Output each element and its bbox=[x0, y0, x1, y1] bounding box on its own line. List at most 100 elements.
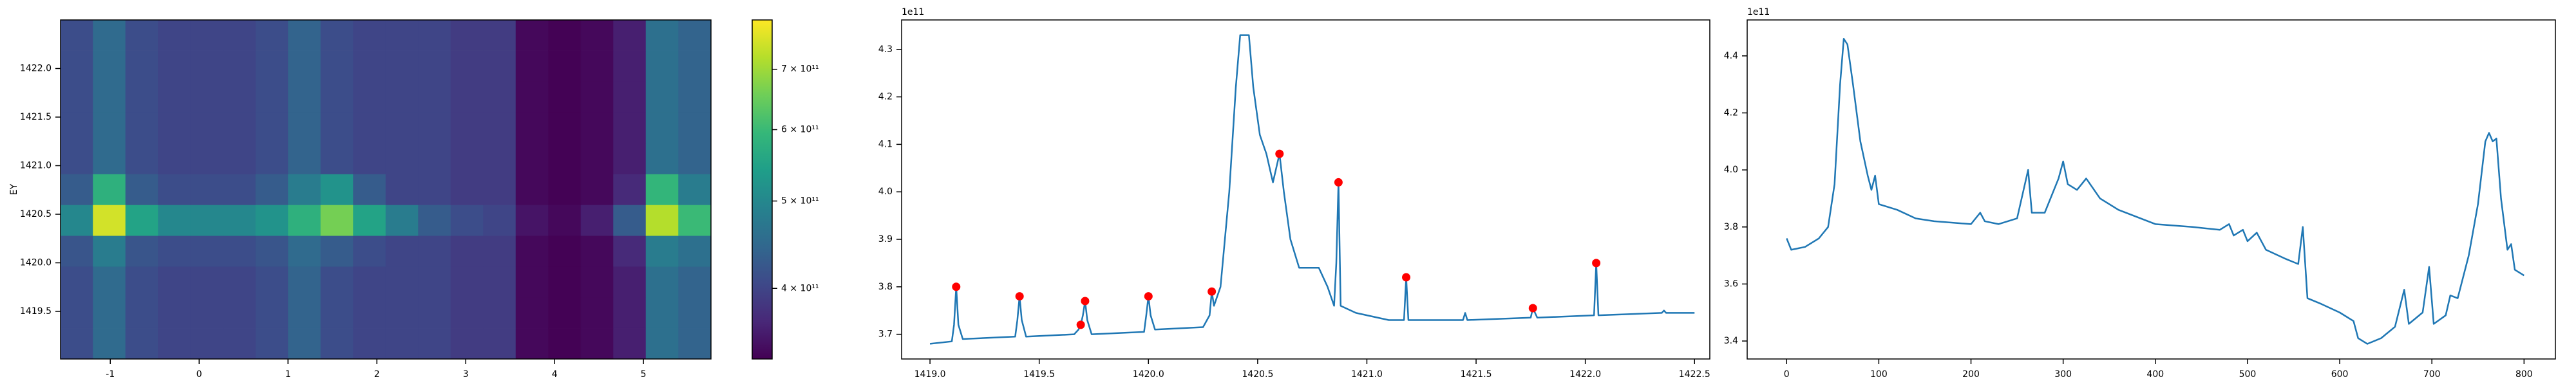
heatmap-cell bbox=[385, 174, 419, 205]
heatmap-cell bbox=[223, 50, 256, 82]
y-tick-label: 3.6 bbox=[1724, 279, 1738, 289]
heatmap-cell bbox=[418, 50, 451, 82]
heatmap-cell bbox=[450, 81, 484, 113]
heatmap-cell bbox=[645, 297, 679, 329]
heatmap-cell bbox=[255, 327, 289, 360]
x-tick-label: 0 bbox=[196, 369, 202, 380]
heatmap-cell bbox=[353, 266, 386, 298]
heatmap-cell bbox=[190, 327, 223, 360]
heatmap-cell bbox=[288, 205, 321, 236]
heatmap-cell bbox=[548, 327, 582, 360]
x-tick-label: 1421.0 bbox=[1351, 369, 1383, 380]
heatmap-cell bbox=[483, 50, 516, 82]
y-tick-label: 1422.0 bbox=[20, 64, 52, 74]
heatmap-cell bbox=[60, 205, 93, 236]
heatmap-cell bbox=[483, 112, 516, 143]
heatmap-cell bbox=[645, 235, 679, 267]
heatmap-cell bbox=[255, 19, 289, 51]
heatmap-cell bbox=[548, 19, 582, 51]
heatmap-cell bbox=[483, 143, 516, 174]
heatmap-cell bbox=[580, 19, 614, 51]
heatmap-cell bbox=[288, 50, 321, 82]
peak-marker bbox=[1334, 178, 1343, 187]
heatmap-cell bbox=[483, 266, 516, 298]
heatmap-cell bbox=[645, 19, 679, 51]
heatmap-cell bbox=[613, 112, 647, 143]
heatmap-cell bbox=[223, 327, 256, 360]
heatmap-cell bbox=[320, 81, 354, 113]
heatmap-cell bbox=[60, 235, 93, 267]
heatmap-cell bbox=[580, 81, 614, 113]
heatmap-cell bbox=[125, 327, 158, 360]
heatmap-cell bbox=[418, 205, 451, 236]
colorbar-tick-label: 6 × 10¹¹ bbox=[781, 124, 819, 134]
heatmap-cell bbox=[158, 50, 191, 82]
heatmap-cell bbox=[223, 297, 256, 329]
heatmap-cell bbox=[548, 205, 582, 236]
heatmap-cell bbox=[418, 327, 451, 360]
heatmap-cell bbox=[515, 112, 549, 143]
colorbar-tick-label: 5 × 10¹¹ bbox=[781, 196, 819, 206]
y-tick-label: 4.1 bbox=[878, 139, 893, 149]
heatmap-cell bbox=[645, 143, 679, 174]
heatmap-cell bbox=[320, 112, 354, 143]
heatmap-cell bbox=[385, 297, 419, 329]
heatmap-cell bbox=[450, 235, 484, 267]
heatmap-cell bbox=[580, 297, 614, 329]
y-tick-label: 4.4 bbox=[1724, 51, 1738, 61]
heatmap-cell bbox=[385, 81, 419, 113]
heatmap-cell bbox=[125, 50, 158, 82]
y-tick-label: 1420.5 bbox=[20, 209, 52, 219]
heatmap-cell bbox=[418, 297, 451, 329]
heatmap-cell bbox=[580, 266, 614, 298]
y-tick-label: 4.2 bbox=[1724, 107, 1738, 118]
heatmap-cell bbox=[548, 112, 582, 143]
heatmap-cell bbox=[60, 327, 93, 360]
heatmap-cell bbox=[580, 174, 614, 205]
heatmap-cell bbox=[613, 81, 647, 113]
heatmap-cell bbox=[60, 50, 93, 82]
heatmap-cell bbox=[385, 19, 419, 51]
heatmap-cell bbox=[483, 297, 516, 329]
heatmap-cell bbox=[385, 235, 419, 267]
heatmap-cell bbox=[60, 143, 93, 174]
heatmap-cell bbox=[580, 50, 614, 82]
heatmap-cell bbox=[288, 143, 321, 174]
x-tick-label: 1420.0 bbox=[1133, 369, 1164, 380]
heatmap-cell bbox=[288, 327, 321, 360]
heatmap-cell bbox=[450, 327, 484, 360]
heatmap-cell bbox=[385, 112, 419, 143]
y-tick-label: 3.7 bbox=[878, 329, 893, 340]
heatmap-cell bbox=[678, 174, 712, 205]
heatmap-cell bbox=[353, 205, 386, 236]
x-tick-label: 500 bbox=[2239, 369, 2257, 380]
heatmap-cell bbox=[288, 112, 321, 143]
heatmap-cell bbox=[515, 50, 549, 82]
heatmap-cell bbox=[320, 266, 354, 298]
heatmap-cell bbox=[645, 327, 679, 360]
colorbar-tick-label: 4 × 10¹¹ bbox=[781, 283, 819, 293]
heatmap-cell bbox=[483, 235, 516, 267]
peak-marker bbox=[1208, 287, 1217, 296]
heatmap-cell bbox=[353, 81, 386, 113]
heatmap-cell bbox=[483, 81, 516, 113]
colorbar-tick-label: 7 × 10¹¹ bbox=[781, 64, 819, 75]
heatmap-cell bbox=[223, 174, 256, 205]
y-axis-label: EY bbox=[9, 183, 19, 195]
heatmap-cell bbox=[353, 174, 386, 205]
heatmap-cell bbox=[678, 112, 712, 143]
heatmap-cell bbox=[255, 297, 289, 329]
heatmap-cell bbox=[320, 50, 354, 82]
heatmap-cell bbox=[320, 235, 354, 267]
heatmap-cell bbox=[158, 297, 191, 329]
heatmap-cell bbox=[93, 174, 126, 205]
heatmap-cell bbox=[353, 112, 386, 143]
peak-marker bbox=[1528, 304, 1537, 313]
axes-frame bbox=[1747, 19, 2556, 360]
heatmap-cell bbox=[548, 235, 582, 267]
heatmap-cell bbox=[515, 297, 549, 329]
heatmap-cell bbox=[483, 19, 516, 51]
heatmap-cell bbox=[450, 112, 484, 143]
heatmap-cell bbox=[288, 19, 321, 51]
